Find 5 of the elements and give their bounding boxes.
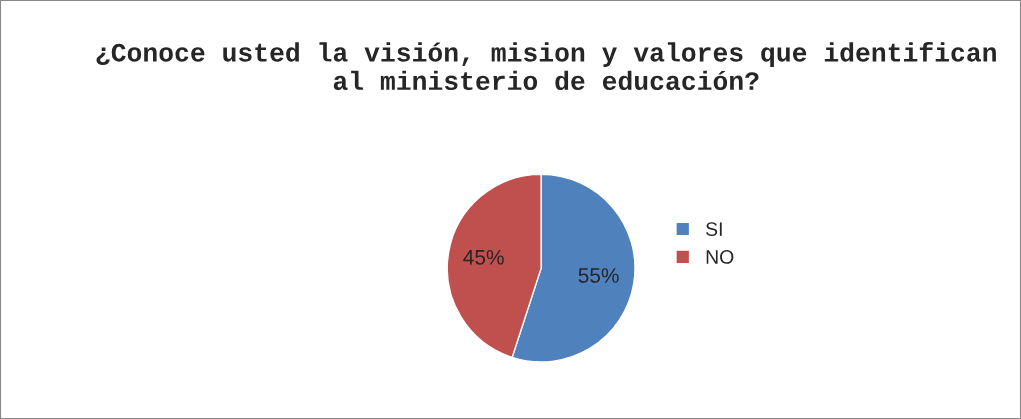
legend-label: NO bbox=[706, 250, 734, 264]
chart-title: ¿Conoce usted la visión, mision y valores que identifican al ministerio de educación? bbox=[96, 41, 996, 91]
data-label: 55% bbox=[578, 268, 619, 283]
data-label: 45% bbox=[463, 249, 504, 265]
legend-label: SI bbox=[706, 222, 722, 236]
